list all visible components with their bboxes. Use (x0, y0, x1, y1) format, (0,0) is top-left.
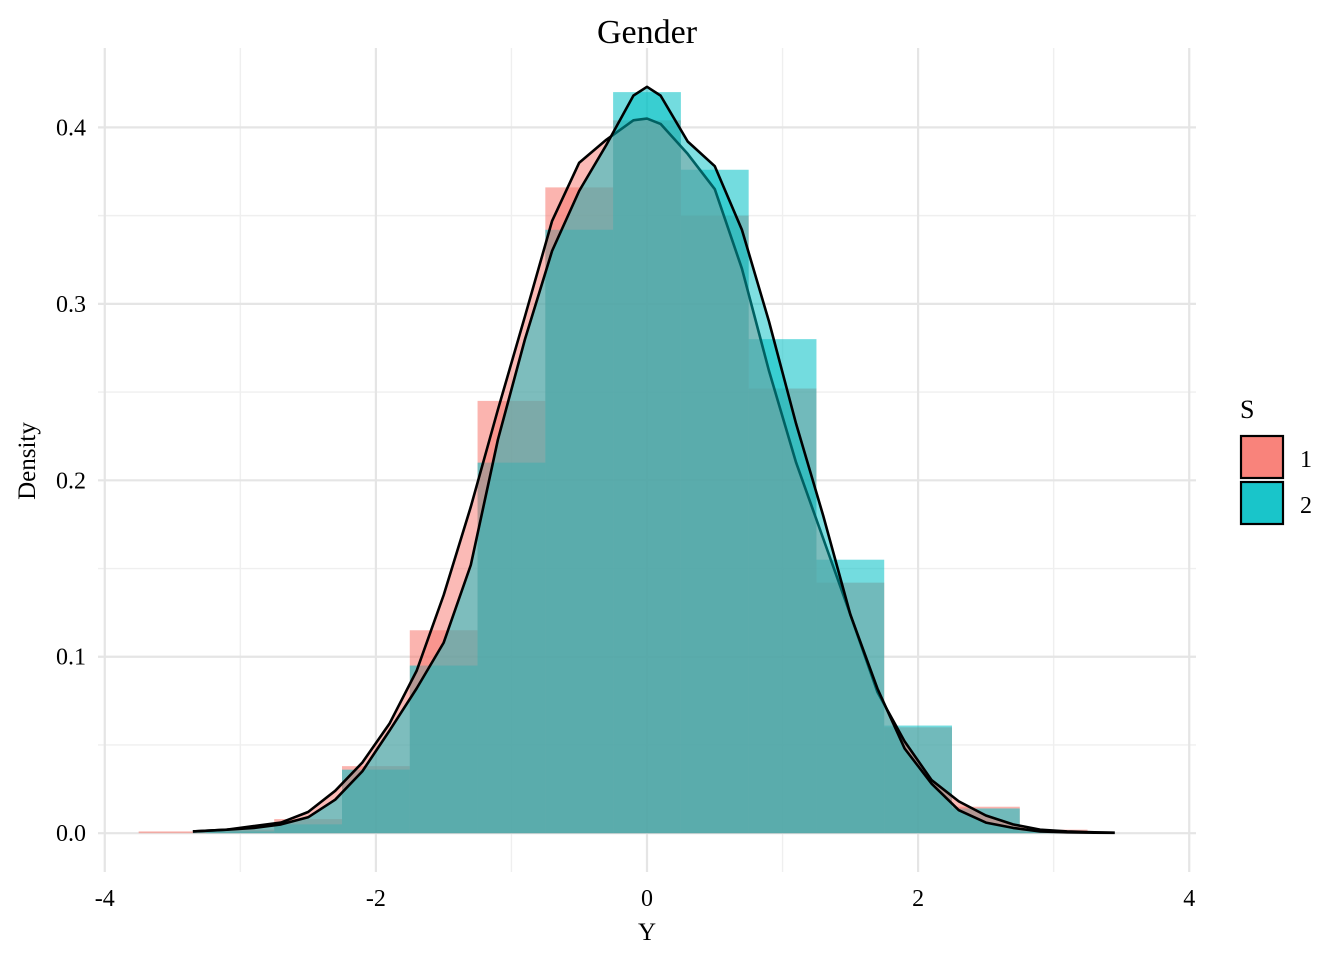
legend-key-1 (1239, 434, 1285, 480)
y-tick-label: 0.1 (56, 645, 86, 671)
legend-title: S (1240, 395, 1254, 424)
density-line-series-2 (192, 85, 1115, 835)
x-tick-label: 4 (1183, 886, 1195, 912)
histogram-bar-series-1 (138, 831, 207, 834)
y-axis-title: Density (14, 422, 41, 500)
legend-label-2: 2 (1300, 493, 1312, 519)
density-curves (192, 85, 1115, 835)
x-tick-label: -4 (95, 886, 115, 912)
x-tick-label: 0 (641, 886, 653, 912)
x-tick-label: 2 (912, 886, 924, 912)
axes: -4 -2 0 2 4 0.0 0.1 0.2 0.3 0.4 (56, 115, 1195, 912)
y-tick-label: 0.2 (56, 468, 86, 494)
x-axis-title: Y (638, 919, 656, 946)
chart-title: Gender (597, 14, 698, 51)
legend: S 1 2 (1239, 395, 1312, 526)
y-tick-label: 0.0 (56, 821, 86, 847)
legend-label-1: 1 (1300, 447, 1312, 473)
legend-key-2 (1239, 480, 1285, 526)
x-tick-label: -2 (366, 886, 386, 912)
density-area-series-2 (192, 86, 1115, 834)
y-tick-label: 0.4 (56, 115, 86, 141)
y-tick-label: 0.3 (56, 292, 86, 318)
